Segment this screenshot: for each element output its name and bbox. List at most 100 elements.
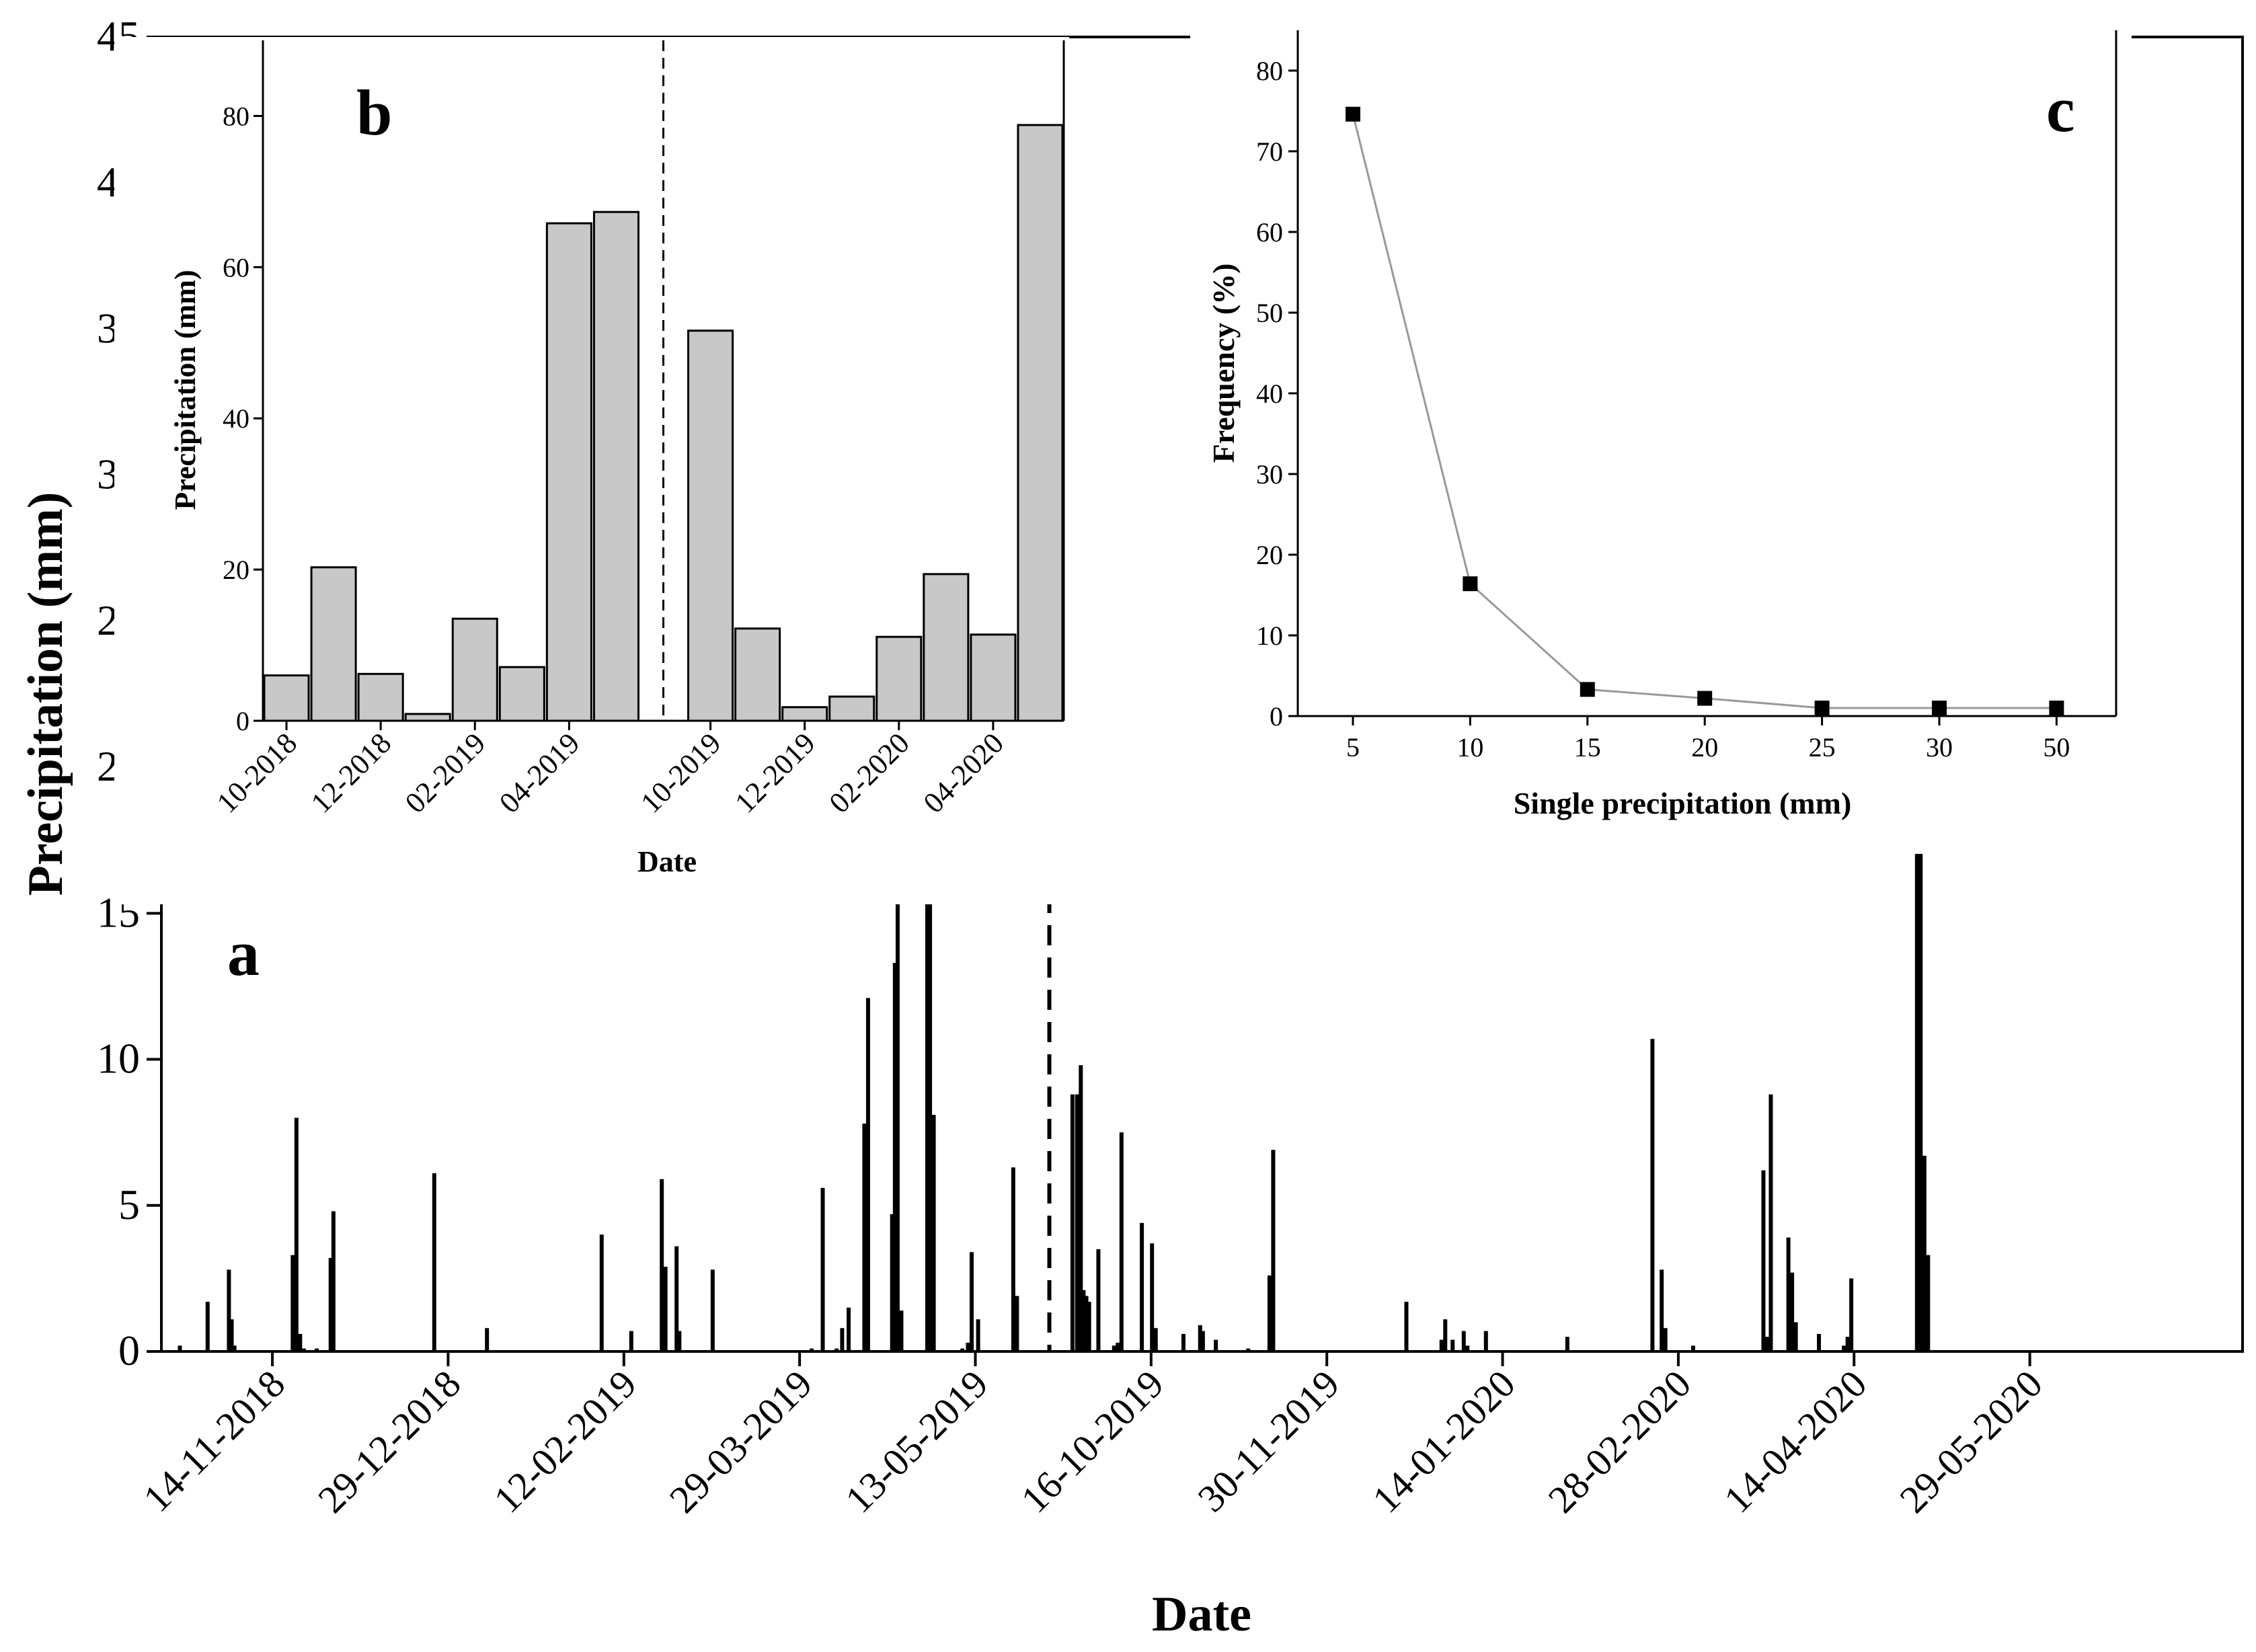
b-y-axis-title: Precipitation (mm)	[169, 270, 202, 510]
a-bar	[294, 1117, 299, 1351]
a-bar	[847, 1307, 851, 1351]
a-bar	[663, 1267, 668, 1351]
a-bar	[1015, 1296, 1019, 1351]
a-bar	[810, 1348, 814, 1351]
a-bar	[660, 1179, 664, 1351]
panel-a-label: a	[227, 917, 260, 989]
a-bar	[629, 1331, 633, 1351]
a-bar	[1084, 1296, 1089, 1351]
b-y-tick-label: 20	[223, 555, 249, 585]
a-bar	[1200, 1331, 1205, 1351]
b-bar	[451, 617, 498, 722]
a-bar	[1011, 1167, 1015, 1351]
a-y-tick-label: 0	[118, 1327, 140, 1374]
a-bar	[1663, 1328, 1668, 1351]
c-points	[1346, 106, 2064, 715]
c-point	[1346, 106, 1360, 122]
a-bar	[1075, 1094, 1079, 1351]
c-point	[1814, 701, 1830, 715]
a-bar	[1450, 1339, 1455, 1351]
a-bar	[890, 1214, 894, 1351]
a-bar	[1565, 1337, 1569, 1351]
a-y-tick-label: 5	[118, 1181, 140, 1228]
b-bar	[923, 573, 970, 722]
c-y-tick-label: 0	[1270, 701, 1283, 732]
b-bar	[545, 222, 592, 722]
a-bar	[1761, 1170, 1766, 1351]
a-bar	[899, 1310, 904, 1351]
panel-b-label: b	[356, 77, 392, 149]
a-bar	[1150, 1243, 1155, 1351]
a-bar	[840, 1328, 845, 1351]
a-bar	[895, 814, 900, 1351]
a-bar	[205, 1302, 210, 1351]
a-bar	[178, 1345, 182, 1351]
a-bar	[1443, 1319, 1448, 1351]
b-bar	[404, 713, 451, 722]
b-bar	[592, 210, 639, 722]
a-bar	[1081, 1290, 1086, 1351]
b-bar	[970, 633, 1017, 722]
c-x-tick-label: 15	[1574, 732, 1601, 762]
c-y-tick-label: 40	[1256, 379, 1283, 409]
b-y-tick-label: 80	[223, 101, 249, 131]
c-y-tick-label: 30	[1256, 459, 1283, 489]
a-bar	[1246, 1348, 1251, 1351]
a-bar	[966, 1342, 970, 1351]
a-bar	[1079, 1065, 1083, 1351]
b-bar	[687, 329, 734, 722]
a-bar	[834, 1348, 839, 1351]
a-bar	[290, 1255, 295, 1351]
a-bar	[432, 1173, 436, 1351]
c-point	[1932, 701, 1947, 715]
a-bar	[1404, 1302, 1409, 1351]
a-bar	[928, 594, 933, 1352]
c-x-tick-label: 20	[1691, 732, 1718, 762]
a-bar	[969, 1252, 974, 1351]
a-bar	[865, 998, 870, 1351]
a-bar	[820, 1187, 825, 1351]
c-y-tick-label: 80	[1256, 56, 1283, 86]
c-point	[1580, 682, 1595, 697]
a-bar	[331, 1211, 336, 1351]
c-x-axis: 5 10 15 20 25 30 50	[1346, 716, 2070, 762]
a-bar	[1845, 1337, 1850, 1351]
a-bar	[1096, 1249, 1101, 1351]
a-bar	[892, 963, 897, 1351]
a-bar	[1198, 1325, 1202, 1351]
a-bar	[960, 1348, 965, 1351]
c-y-tick-label: 20	[1256, 540, 1283, 570]
a-bar	[1690, 1345, 1695, 1351]
c-y-tick-label: 50	[1256, 298, 1283, 328]
a-bar	[1214, 1339, 1218, 1351]
a-bar	[1181, 1333, 1185, 1351]
a-bar	[485, 1328, 490, 1351]
a-bar	[1465, 1345, 1470, 1351]
a-bar	[1914, 820, 1919, 1351]
b-bar	[357, 672, 404, 722]
a-bar	[1112, 1345, 1116, 1351]
a-bar	[1660, 1269, 1664, 1351]
a-bar	[1116, 1342, 1120, 1351]
c-x-tick-label: 10	[1456, 732, 1483, 762]
panel-c: 0 10 20 30 40 50 60 70 80 5 10 15 20 25 30 50 Single p…	[1190, 27, 2132, 854]
b-bar	[263, 674, 310, 722]
a-bar	[1786, 1237, 1791, 1351]
a-bar	[1119, 1132, 1124, 1351]
a-bar	[862, 1124, 867, 1351]
c-point	[1697, 691, 1713, 706]
a-bar	[1140, 1222, 1144, 1351]
a-bar	[1849, 1278, 1854, 1351]
c-y-axis-title: Frequency (%)	[1206, 264, 1241, 463]
c-y-tick-label: 70	[1256, 136, 1283, 167]
a-bar	[976, 1319, 980, 1351]
a-bar	[1650, 1039, 1655, 1351]
a-bar	[315, 1348, 319, 1351]
a-bar	[925, 755, 929, 1351]
a-bar	[674, 1246, 679, 1351]
a-bar	[1768, 1094, 1773, 1351]
a-bar	[1070, 1094, 1075, 1351]
a-bar	[677, 1331, 682, 1351]
